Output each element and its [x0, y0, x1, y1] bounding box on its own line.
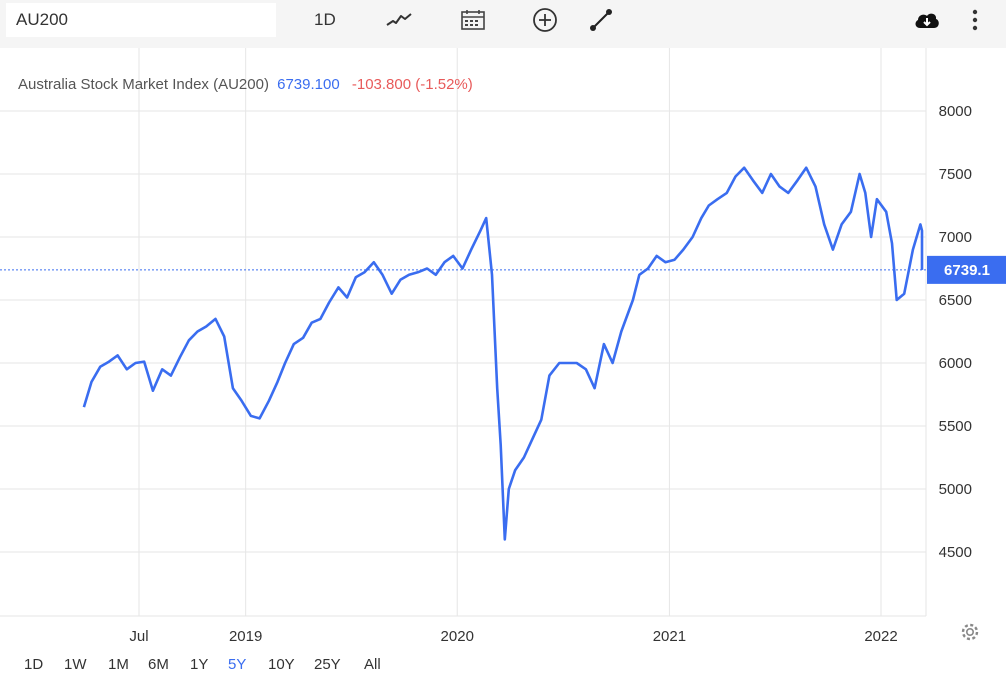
y-tick-label: 8000	[939, 103, 972, 120]
x-axis-ticks: Jul 2019 2020 2021 2022	[129, 628, 897, 645]
last-price-badge-bg	[927, 255, 1006, 284]
chart-type-button[interactable]	[384, 6, 414, 34]
current-price: 6739.100	[277, 76, 340, 93]
download-icon	[915, 13, 939, 28]
x-tick-label: Jul	[129, 628, 148, 645]
x-tick-label: 2020	[441, 628, 474, 645]
range-1m[interactable]: 1M	[108, 656, 129, 673]
y-axis-ticks: 8000 7500 7000 6500 6000 5500 5000 4500	[939, 103, 972, 561]
more-options-button[interactable]	[968, 6, 982, 34]
range-25y[interactable]: 25Y	[314, 656, 341, 673]
chart-type-icon	[386, 13, 412, 26]
chart-grid	[0, 48, 927, 617]
toolbar: 1D	[0, 0, 1006, 48]
download-button[interactable]	[912, 6, 942, 34]
last-price-value: 6739.1	[944, 262, 990, 279]
y-tick-label: 5500	[939, 418, 972, 435]
more-icon	[972, 9, 978, 31]
price-change: -103.800 (-1.52%)	[351, 76, 473, 93]
calendar-icon	[461, 10, 485, 30]
x-tick-label: 2021	[653, 628, 686, 645]
x-tick-label: 2019	[229, 628, 262, 645]
range-5y[interactable]: 5Y	[228, 656, 247, 673]
y-tick-label: 6000	[939, 355, 972, 372]
calendar-button[interactable]	[459, 6, 487, 34]
range-1y[interactable]: 1Y	[190, 656, 209, 673]
y-tick-label: 4500	[939, 544, 972, 561]
draw-line-icon	[590, 9, 612, 31]
range-all[interactable]: All	[364, 656, 381, 673]
chart-legend: Australia Stock Market Index (AU200) 673…	[18, 76, 473, 93]
add-indicator-icon	[533, 8, 557, 32]
price-chart[interactable]: 8000 7500 7000 6500 6000 5500 5000 4500 Jul 2019…	[0, 0, 1006, 650]
symbol-search-input[interactable]	[6, 3, 276, 37]
range-1w[interactable]: 1W	[64, 656, 87, 673]
interval-label: 1D	[314, 10, 336, 29]
chart-settings-button[interactable]	[958, 620, 982, 649]
y-tick-label: 6500	[939, 292, 972, 309]
range-6m[interactable]: 6M	[148, 656, 169, 673]
instrument-name: Australia Stock Market Index (AU200)	[18, 76, 269, 93]
y-tick-label: 7000	[939, 229, 972, 246]
gear-icon	[961, 623, 979, 641]
interval-button[interactable]: 1D	[314, 6, 336, 34]
y-tick-label: 5000	[939, 481, 972, 498]
range-10y[interactable]: 10Y	[268, 656, 295, 673]
add-indicator-button[interactable]	[531, 6, 559, 34]
draw-line-button[interactable]	[587, 6, 615, 34]
y-tick-label: 7500	[939, 166, 972, 183]
x-tick-label: 2022	[864, 628, 897, 645]
last-price-badge: 6739.1	[927, 255, 1006, 284]
range-1d[interactable]: 1D	[24, 656, 44, 673]
price-series-line	[82, 166, 924, 541]
